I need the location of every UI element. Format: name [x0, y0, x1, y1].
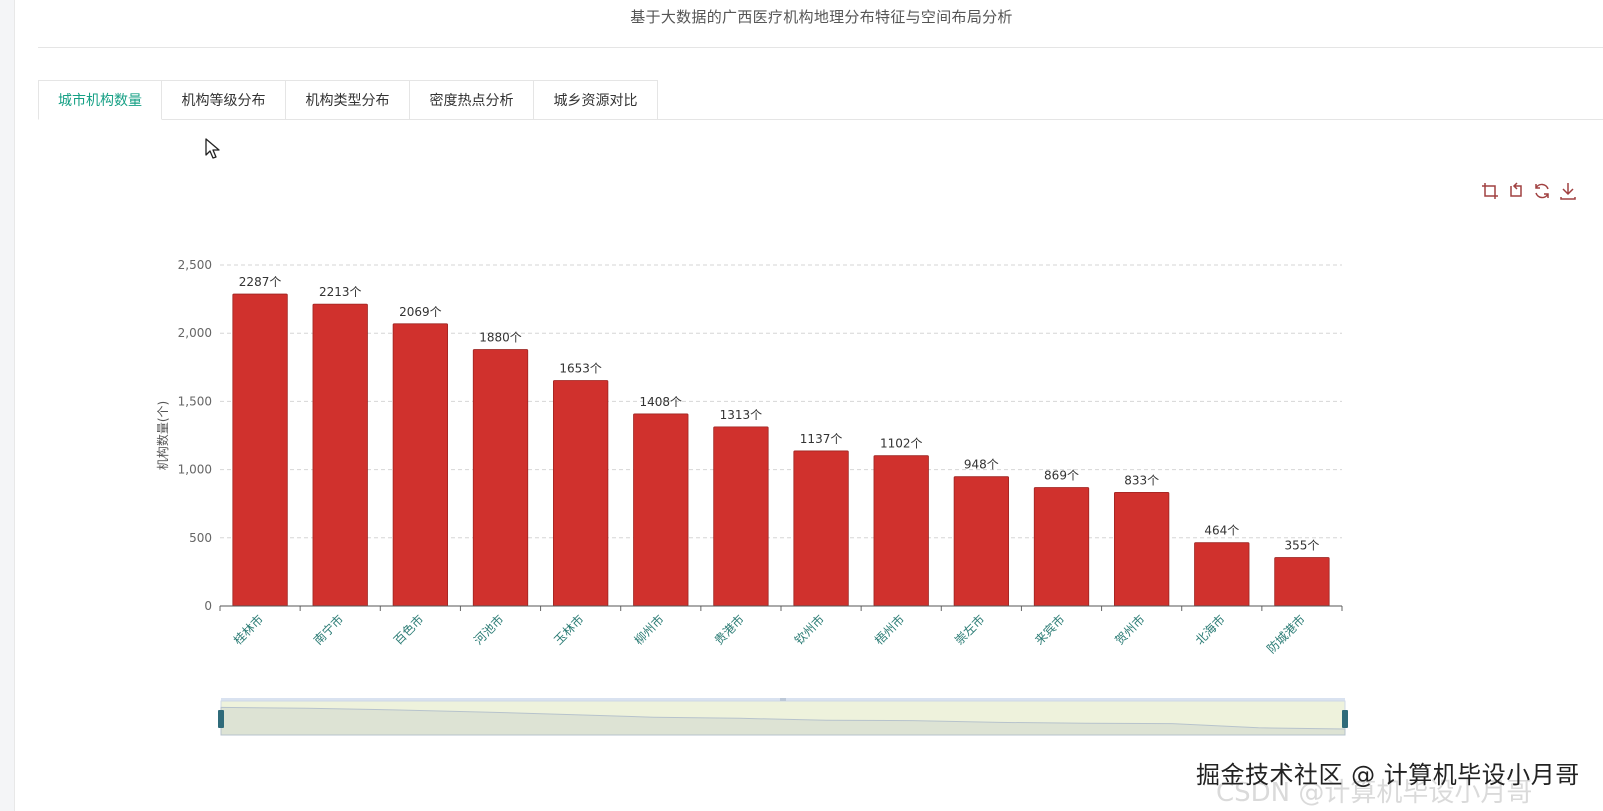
- x-tick-label: 玉林市: [551, 612, 587, 648]
- title-divider: [38, 47, 1603, 48]
- bar-河池市: [472, 349, 529, 607]
- bar-玉林市: [552, 380, 609, 607]
- tab-density-hotspot[interactable]: 密度热点分析: [410, 80, 534, 120]
- bar-崇左市: [953, 476, 1010, 607]
- y-tick-label: 1,500: [178, 394, 212, 408]
- data-label: 869个: [1044, 468, 1079, 482]
- bar-钦州市: [793, 450, 849, 607]
- data-label: 2069个: [399, 305, 442, 319]
- data-label: 1653个: [559, 362, 602, 376]
- data-label: 948个: [964, 458, 999, 472]
- y-tick-label: 0: [204, 599, 212, 613]
- tab-urban-rural-compare[interactable]: 城乡资源对比: [534, 80, 658, 120]
- datazoom-handle-left[interactable]: [218, 710, 224, 728]
- data-label: 2287个: [239, 275, 282, 289]
- x-tick-label: 柳州市: [631, 612, 667, 648]
- x-tick-label: 河池市: [471, 612, 507, 648]
- tab-bar: 城市机构数量 机构等级分布 机构类型分布 密度热点分析 城乡资源对比: [38, 80, 658, 120]
- mouse-pointer-icon: [205, 138, 220, 159]
- data-label: 464个: [1204, 524, 1239, 538]
- bar-百色市: [392, 323, 449, 607]
- data-label: 1137个: [800, 432, 843, 446]
- x-tick-label: 防城港市: [1263, 612, 1308, 657]
- x-tick-label: 崇左市: [951, 612, 987, 648]
- y-tick-label: 2,500: [178, 258, 212, 272]
- download-icon[interactable]: [1558, 181, 1578, 201]
- x-tick-label: 钦州市: [791, 612, 827, 648]
- data-label: 1313个: [720, 408, 763, 422]
- tab-grade-distribution[interactable]: 机构等级分布: [162, 80, 286, 120]
- x-tick-label: 贺州市: [1112, 612, 1148, 648]
- data-label: 1408个: [640, 395, 683, 409]
- y-tick-label: 500: [189, 531, 212, 545]
- bar-来宾市: [1033, 487, 1090, 607]
- bar-贵港市: [713, 426, 769, 607]
- x-tick-label: 桂林市: [230, 612, 266, 648]
- left-sidebar-strip: [0, 0, 15, 811]
- restore-icon[interactable]: [1532, 181, 1552, 201]
- x-tick-label: 南宁市: [310, 612, 346, 648]
- datazoom-drag-grip[interactable]: [780, 698, 786, 701]
- x-tick-label: 来宾市: [1032, 612, 1068, 648]
- y-axis-label: 机构数量(个): [155, 401, 170, 470]
- bar-贺州市: [1113, 491, 1170, 607]
- zoom-icon[interactable]: [1480, 181, 1500, 201]
- datazoom-handle-right[interactable]: [1342, 710, 1348, 728]
- data-label: 2213个: [319, 285, 362, 299]
- data-label: 355个: [1284, 539, 1319, 553]
- bar-北海市: [1194, 542, 1250, 607]
- data-label: 1102个: [880, 437, 923, 451]
- tab-type-distribution[interactable]: 机构类型分布: [286, 80, 410, 120]
- data-label: 1880个: [479, 331, 522, 345]
- data-label: 833个: [1124, 473, 1159, 487]
- chart-toolbox: [1480, 181, 1578, 201]
- zoom-reset-icon[interactable]: [1506, 181, 1526, 201]
- y-tick-label: 1,000: [178, 463, 212, 477]
- tabs-baseline: [38, 119, 1603, 120]
- x-tick-label: 百色市: [390, 612, 426, 648]
- y-tick-label: 2,000: [178, 326, 212, 340]
- x-tick-label: 贵港市: [711, 612, 747, 648]
- bar-桂林市: [232, 293, 288, 607]
- datazoom-preview: [220, 706, 1346, 736]
- tab-city-count[interactable]: 城市机构数量: [38, 80, 162, 120]
- bar-柳州市: [633, 413, 689, 607]
- bar-南宁市: [312, 303, 368, 607]
- bar-防城港市: [1274, 557, 1330, 607]
- x-tick-label: 北海市: [1192, 612, 1228, 648]
- x-tick-label: 梧州市: [871, 612, 907, 648]
- watermark-juejin: 掘金技术社区 @ 计算机毕设小月哥: [1196, 761, 1580, 789]
- watermark-csdn: CSDN @计算机毕设小月哥: [1216, 778, 1533, 808]
- bar-梧州市: [873, 455, 929, 607]
- page-title: 基于大数据的广西医疗机构地理分布特征与空间布局分析: [630, 8, 1013, 26]
